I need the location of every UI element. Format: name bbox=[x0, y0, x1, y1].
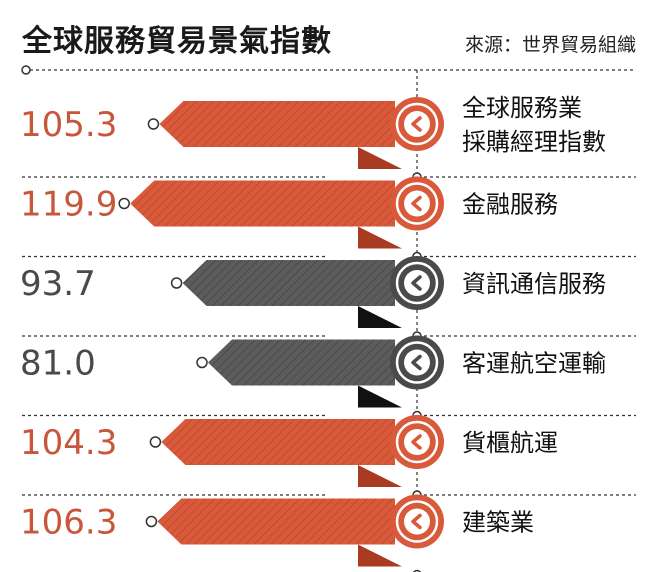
chevron-left-icon bbox=[390, 256, 444, 310]
bar-fold bbox=[358, 306, 402, 328]
chevron-left-icon bbox=[390, 415, 444, 469]
bar-tip-dot bbox=[196, 356, 208, 369]
bar-fold bbox=[358, 147, 402, 169]
chevron-left-icon bbox=[390, 176, 444, 231]
category-label: 金融服務 bbox=[462, 191, 558, 219]
bar bbox=[161, 419, 395, 465]
value-label: 93.7 bbox=[20, 264, 96, 304]
category-label: 建築業 bbox=[462, 509, 534, 537]
value-label: 106.3 bbox=[20, 503, 117, 543]
bar-row: 81.0 客運航空運輸 bbox=[20, 335, 636, 421]
bar-fold bbox=[358, 226, 402, 249]
category-label: 貨櫃航運 bbox=[462, 429, 558, 457]
bar-row: 106.3 建築業 bbox=[20, 494, 534, 572]
bar-tip-dot bbox=[147, 118, 160, 130]
chevron-left-icon bbox=[390, 97, 444, 151]
bar-row: 104.3 貨櫃航運 bbox=[20, 415, 636, 500]
top-rule-dot bbox=[21, 65, 31, 75]
chevron-left-icon bbox=[390, 494, 444, 549]
category-label: 資訊通信服務 bbox=[462, 270, 606, 298]
bar-tip-dot bbox=[149, 436, 162, 448]
category-label: 全球服務業採購經理指數 bbox=[462, 94, 606, 156]
bar-row: 105.3 全球服務業採購經理指數 bbox=[20, 94, 636, 182]
bar bbox=[130, 180, 395, 227]
bar-tip-dot bbox=[145, 515, 158, 528]
bar-row: 93.7 資訊通信服務 bbox=[20, 256, 636, 341]
bar-row: 119.9 金融服務 bbox=[20, 176, 636, 262]
bar-tip-dot bbox=[118, 197, 130, 210]
bar bbox=[157, 498, 395, 545]
source-note: 來源：世界貿易組織 bbox=[464, 34, 636, 56]
bar bbox=[182, 260, 395, 306]
bar bbox=[159, 101, 395, 147]
bar-fold bbox=[358, 465, 402, 487]
bar-fold bbox=[358, 544, 402, 567]
value-label: 81.0 bbox=[20, 344, 96, 384]
bar-tip-dot bbox=[170, 277, 183, 289]
chevron-left-icon bbox=[390, 335, 444, 390]
bar bbox=[208, 339, 395, 386]
bar-fold bbox=[358, 385, 402, 408]
value-label: 119.9 bbox=[20, 185, 117, 225]
category-label: 客運航空運輸 bbox=[462, 350, 606, 378]
chart-title: 全球服務貿易景氣指數 bbox=[22, 24, 332, 59]
value-label: 105.3 bbox=[20, 105, 117, 145]
value-label: 104.3 bbox=[20, 423, 117, 463]
